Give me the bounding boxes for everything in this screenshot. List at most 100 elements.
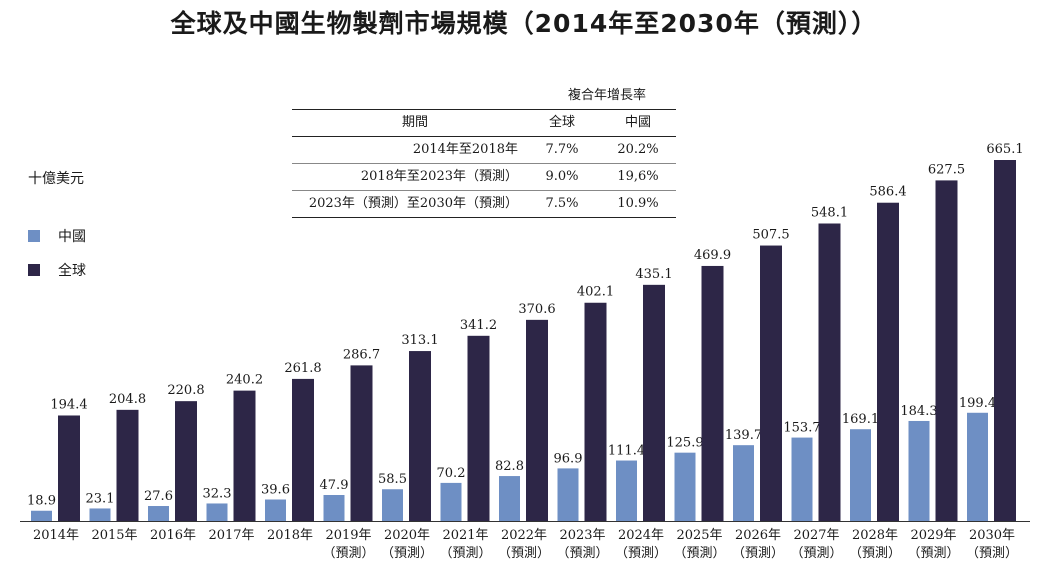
- data-label-china: 153.7: [783, 421, 820, 436]
- bar-global: [350, 365, 373, 521]
- row-china-cagr: 19,6%: [617, 169, 659, 184]
- bar-global: [877, 202, 899, 521]
- data-label-global: 204.8: [109, 392, 146, 407]
- bar-global: [584, 302, 607, 521]
- x-tick-sublabel: （預測）: [381, 546, 433, 561]
- data-label-china: 18.9: [27, 494, 56, 509]
- bar-china: [499, 476, 520, 521]
- data-label-china: 199.4: [959, 396, 996, 411]
- bar-global: [818, 223, 841, 521]
- x-tick-sublabel: （預測）: [966, 546, 1018, 561]
- header-period: 期間: [401, 115, 428, 130]
- data-label-china: 139.7: [725, 428, 762, 443]
- table-row: 2018年至2023年（預測） 9.0% 19,6%: [292, 164, 676, 191]
- row-period: 2014年至2018年: [412, 142, 518, 157]
- row-period: 2023年（預測）至2030年（預測）: [308, 196, 518, 211]
- bar-china: [850, 429, 871, 521]
- bar-global: [935, 180, 958, 521]
- x-tick-label: 2027年: [793, 528, 839, 543]
- data-label-china: 184.3: [900, 404, 937, 419]
- bar-china: [616, 460, 637, 521]
- data-label-global: 261.8: [284, 361, 321, 376]
- data-label-china: 169.1: [842, 412, 879, 427]
- x-tick-label: 2016年: [150, 528, 196, 543]
- bar-global: [526, 319, 548, 521]
- legend-swatch-china: [28, 230, 40, 242]
- bar-china: [440, 482, 462, 521]
- data-label-global: 402.1: [577, 285, 614, 300]
- legend-label-china: 中國: [58, 229, 86, 245]
- x-tick-label: 2022年: [501, 528, 547, 543]
- bar-global: [701, 265, 724, 521]
- x-tick-sublabel: （預測）: [907, 546, 959, 561]
- x-tick-sublabel: （預測）: [732, 546, 784, 561]
- x-tick-sublabel: （預測）: [849, 546, 901, 561]
- bar-global: [994, 160, 1016, 521]
- bar-china: [148, 506, 169, 521]
- chart-title: 全球及中國生物製劑市場規模（2014年至2030年（預測））: [170, 9, 878, 38]
- bar-global: [116, 409, 139, 521]
- data-label-global: 586.4: [869, 185, 906, 200]
- x-tick-label: 2023年: [559, 528, 605, 543]
- x-tick-label: 2014年: [33, 528, 79, 543]
- data-label-global: 370.6: [518, 302, 555, 317]
- x-tick-label: 2026年: [735, 528, 781, 543]
- x-tick-label: 2021年: [442, 528, 488, 543]
- header-china: 中國: [624, 115, 651, 130]
- x-tick-label: 2030年: [969, 528, 1015, 543]
- data-label-china: 32.3: [203, 486, 232, 501]
- data-label-global: 548.1: [811, 206, 848, 221]
- bar-china: [382, 489, 403, 521]
- data-label-china: 39.6: [261, 483, 290, 498]
- cagr-table: 複合年增長率 期間 全球 中國 2014年至2018年 7.7% 20.2% 2…: [292, 83, 676, 218]
- data-label-china: 27.6: [144, 489, 173, 504]
- bar-china: [89, 508, 111, 521]
- bar-china: [908, 420, 930, 521]
- x-tick-sublabel: （預測）: [673, 546, 725, 561]
- data-label-global: 469.9: [694, 248, 731, 263]
- legend-label-global: 全球: [58, 263, 86, 279]
- row-china-cagr: 10.9%: [617, 196, 659, 211]
- data-label-global: 313.1: [401, 333, 438, 348]
- data-label-china: 111.4: [608, 444, 645, 459]
- bar-china: [323, 495, 345, 521]
- data-label-global: 665.1: [986, 142, 1023, 157]
- bar-china: [733, 445, 754, 521]
- x-tick-sublabel: （預測）: [790, 546, 842, 561]
- row-period: 2018年至2023年（預測）: [360, 169, 518, 184]
- x-tick-label: 2029年: [910, 528, 956, 543]
- data-label-global: 286.7: [343, 347, 380, 362]
- data-label-global: 194.4: [50, 397, 87, 412]
- data-label-china: 82.8: [495, 459, 524, 474]
- bar-global: [760, 245, 782, 521]
- legend-swatch-global: [28, 264, 40, 276]
- bar-global: [643, 284, 665, 521]
- x-tick-label: 2028年: [852, 528, 898, 543]
- data-label-global: 435.1: [635, 267, 672, 282]
- data-label-global: 507.5: [752, 228, 789, 243]
- cagr-table-header: 期間 全球 中國: [292, 110, 676, 137]
- legend-item-china: 中國: [28, 226, 86, 246]
- x-tick-sublabel: （預測）: [439, 546, 491, 561]
- row-china-cagr: 20.2%: [617, 142, 659, 157]
- data-label-china: 23.1: [86, 491, 115, 506]
- row-global-cagr: 7.5%: [545, 196, 579, 211]
- bar-china: [557, 468, 579, 521]
- data-label-china: 125.9: [666, 436, 703, 451]
- table-row: 2014年至2018年 7.7% 20.2%: [292, 137, 676, 164]
- x-tick-label: 2025年: [676, 528, 722, 543]
- header-global: 全球: [548, 115, 575, 130]
- x-tick-sublabel: （預測）: [322, 546, 374, 561]
- x-tick-label: 2015年: [91, 528, 137, 543]
- data-label-china: 96.9: [554, 451, 583, 466]
- x-tick-label: 2020年: [384, 528, 430, 543]
- row-global-cagr: 9.0%: [545, 169, 579, 184]
- bar-global: [292, 378, 314, 521]
- data-label-china: 58.5: [378, 472, 407, 487]
- table-row: 2023年（預測）至2030年（預測） 7.5% 10.9%: [292, 191, 676, 218]
- data-label-global: 240.2: [226, 373, 263, 388]
- bar-china: [31, 510, 52, 521]
- data-label-china: 47.9: [320, 478, 349, 493]
- x-tick-label: 2024年: [618, 528, 664, 543]
